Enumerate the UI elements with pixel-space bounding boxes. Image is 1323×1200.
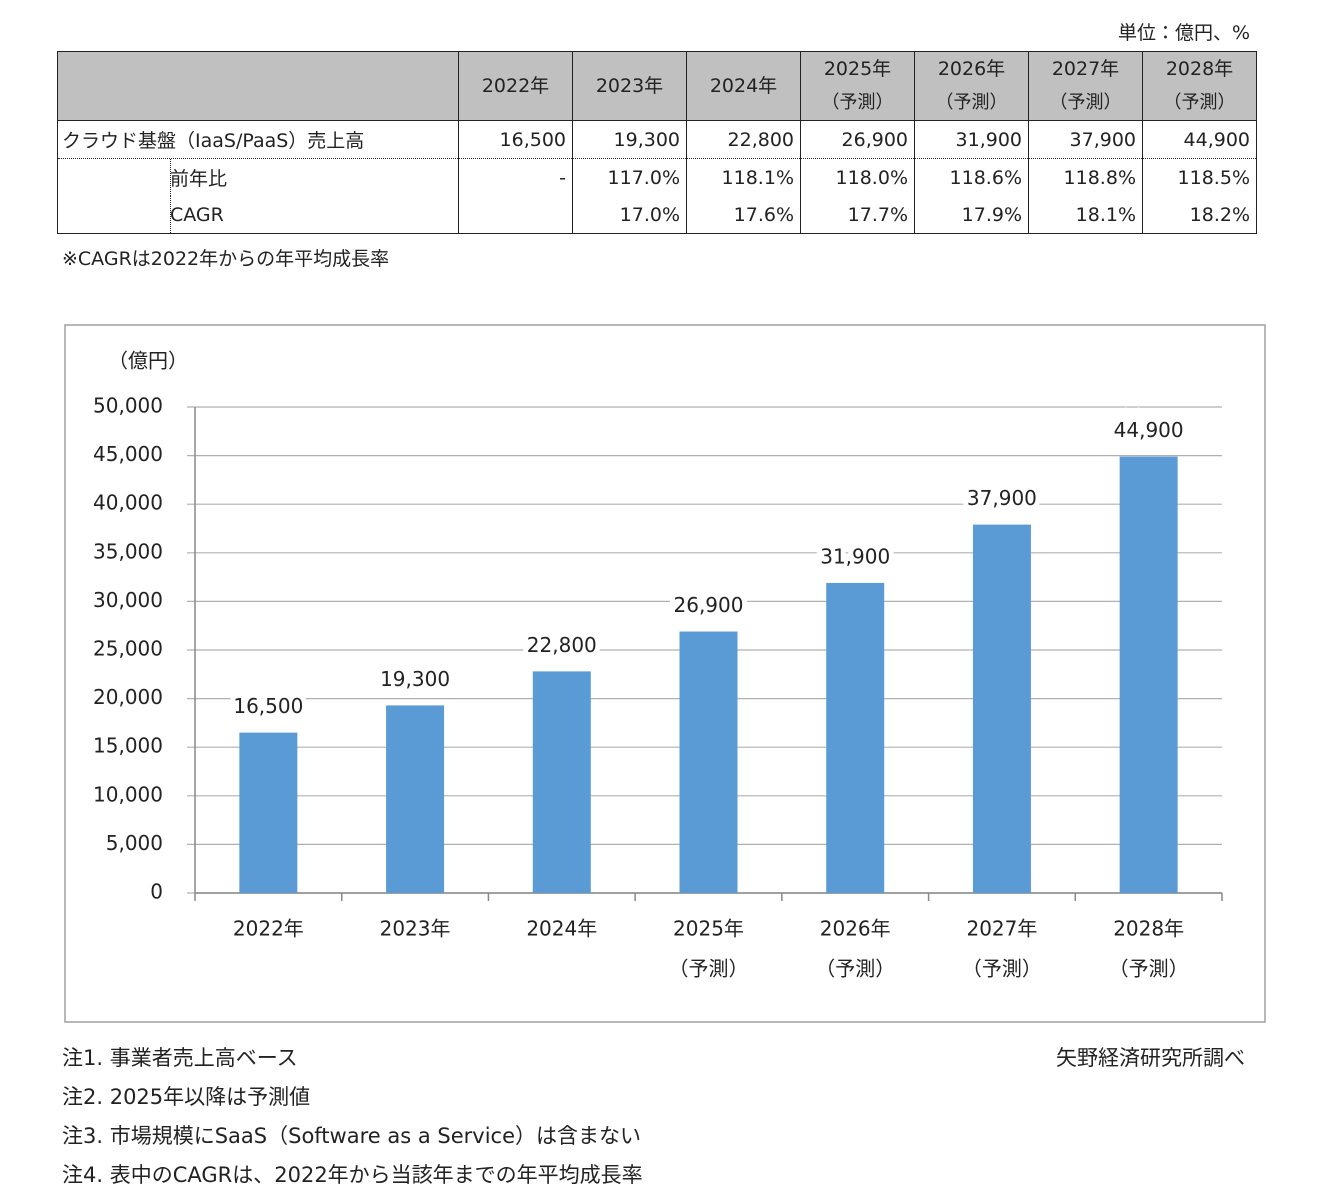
data-label: 26,900	[674, 593, 744, 617]
bar	[826, 582, 885, 893]
chart: （億円） 0 5,000 10,000 15,000 20,000 25,000 30,00…	[64, 324, 1266, 1023]
table-cell: 19,300	[572, 120, 687, 159]
column-header: 2024年	[686, 51, 801, 121]
data-label: 19,300	[380, 667, 450, 691]
table-row: 前年比 -117.0% 118.1% 118.0% 118.6% 118.8% 118.5%	[57, 158, 1257, 196]
bar	[386, 705, 445, 893]
note: 注2. 2025年以降は予測値	[62, 1085, 311, 1109]
column-year: 2024年	[709, 75, 778, 97]
bar	[239, 732, 298, 893]
y-tick-label: 35,000	[93, 539, 163, 563]
data-label: 44,900	[1114, 418, 1184, 442]
y-tick-label: 20,000	[93, 685, 163, 709]
row-label: CAGR	[57, 196, 459, 234]
x-tick-sublabel: （予測）	[669, 957, 749, 981]
note: 注4. 表中のCAGRは、2022年から当該年までの年平均成長率	[62, 1163, 643, 1187]
y-tick-label: 45,000	[93, 442, 163, 466]
table-cell: 16,500	[458, 120, 573, 159]
table-cell: 118.6%	[914, 158, 1029, 196]
column-sub: （予測）	[935, 92, 1008, 113]
table-cell: 17.0%	[572, 196, 687, 234]
table-cell: 22,800	[686, 120, 801, 159]
column-year: 2022年	[481, 75, 550, 97]
x-tick-label: 2028年	[1113, 917, 1184, 941]
table-row: クラウド基盤（IaaS/PaaS）売上高 16,500 19,300 22,800 26…	[57, 120, 1257, 159]
data-label: 16,500	[233, 694, 303, 718]
column-year: 2023年	[595, 75, 664, 97]
y-tick-label: 0	[150, 880, 163, 904]
x-tick-label: 2024年	[526, 917, 597, 941]
row-label: クラウド基盤（IaaS/PaaS）売上高	[57, 120, 459, 159]
bar	[532, 671, 591, 893]
table-cell: 17.7%	[800, 196, 915, 234]
y-tick-label: 10,000	[93, 782, 163, 806]
y-tick-label: 15,000	[93, 734, 163, 758]
data-label: 37,900	[967, 486, 1037, 510]
y-tick-label: 25,000	[93, 637, 163, 661]
table-cell: 117.0%	[572, 158, 687, 196]
table-row: CAGR 17.0% 17.6% 17.7% 17.9% 18.1% 18.2%	[57, 196, 1257, 234]
y-tick-label: 30,000	[93, 588, 163, 612]
table-cell: -	[458, 158, 573, 196]
table-cell: 118.0%	[800, 158, 915, 196]
note: 注1. 事業者売上高ベース	[62, 1046, 298, 1070]
header-row: 2022年 2023年 2024年 2025年 （予測） 2026年 （予測） 2027年 （予…	[57, 51, 1257, 121]
column-year: 2026年	[937, 58, 1006, 80]
y-tick-label: 50,000	[93, 394, 163, 418]
bar	[972, 524, 1031, 893]
table-cell: 17.9%	[914, 196, 1029, 234]
y-tick-label: 40,000	[93, 491, 163, 515]
bar	[679, 631, 738, 893]
x-tick-label: 2026年	[820, 917, 891, 941]
column-sub: （予測）	[1163, 92, 1236, 113]
column-year: 2027年	[1051, 58, 1120, 80]
table-cell: 44,900	[1142, 120, 1257, 159]
table-cell: 31,900	[914, 120, 1029, 159]
table-cell: 118.8%	[1028, 158, 1143, 196]
column-header: 2025年 （予測）	[800, 51, 915, 121]
data-label: 31,900	[820, 544, 890, 568]
y-tick-label: 5,000	[106, 831, 163, 855]
x-tick-label: 2022年	[233, 917, 304, 941]
x-tick-sublabel: （予測）	[962, 957, 1042, 981]
table-cell: 37,900	[1028, 120, 1143, 159]
table-cell: 118.5%	[1142, 158, 1257, 196]
x-tick-sublabel: （予測）	[815, 957, 895, 981]
y-axis-label: （億円）	[108, 349, 188, 373]
column-header: 2027年 （予測）	[1028, 51, 1143, 121]
header-corner	[57, 51, 459, 121]
column-header: 2028年 （予測）	[1142, 51, 1257, 121]
x-tick-sublabel: （予測）	[1109, 957, 1189, 981]
x-tick-label: 2023年	[380, 917, 451, 941]
bar	[1119, 456, 1178, 893]
x-tick-label: 2025年	[673, 917, 744, 941]
row-label: 前年比	[57, 158, 459, 196]
column-sub: （予測）	[821, 92, 894, 113]
source: 矢野経済研究所調べ	[1056, 1046, 1245, 1070]
table-cell: 118.1%	[686, 158, 801, 196]
column-sub: （予測）	[1049, 92, 1122, 113]
x-tick-label: 2027年	[966, 917, 1037, 941]
table-note: ※CAGRは2022年からの年平均成長率	[62, 248, 390, 270]
note: 注3. 市場規模にSaaS（Software as a Service）は含まな…	[62, 1124, 641, 1148]
table-cell: 18.2%	[1142, 196, 1257, 234]
column-year: 2028年	[1165, 58, 1234, 80]
chart-frame	[64, 324, 1266, 1023]
data-label: 22,800	[527, 633, 597, 657]
column-year: 2025年	[823, 58, 892, 80]
table-cell: 18.1%	[1028, 196, 1143, 234]
unit-note: 単位：億円、%	[1117, 22, 1250, 44]
data-table: 2022年 2023年 2024年 2025年 （予測） 2026年 （予測） 2027年 （予…	[57, 51, 1257, 234]
